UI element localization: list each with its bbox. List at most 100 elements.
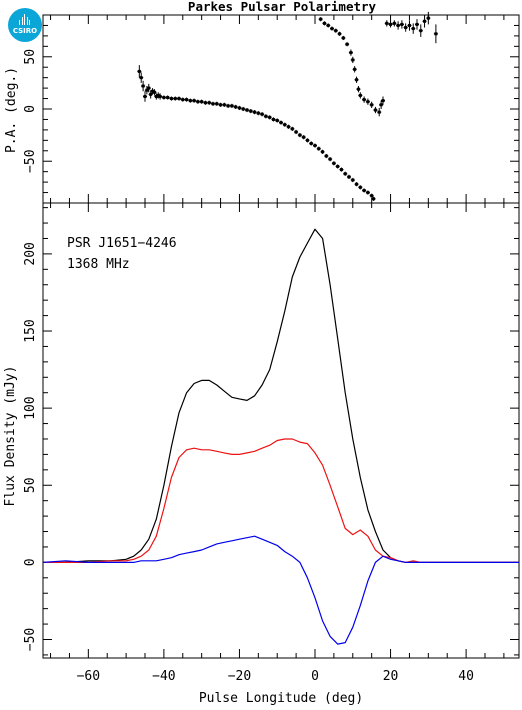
pa-point — [418, 24, 423, 37]
profile-y-axis: 200 150 100 50 0 −50 — [23, 207, 519, 656]
pa-point — [256, 111, 261, 116]
y-tick-label: 0 — [23, 105, 38, 113]
pa-point — [356, 86, 361, 93]
chart-title: Parkes Pulsar Polarimetry — [188, 0, 377, 14]
pa-point — [241, 106, 246, 112]
pa-point — [161, 95, 166, 100]
x-tick-label: 40 — [458, 669, 474, 684]
pa-point — [377, 107, 382, 117]
pa-point — [403, 23, 408, 32]
pa-point — [279, 120, 283, 125]
profile-x-axis: −60 −40 −20 0 20 40 — [50, 203, 505, 684]
pa-point — [180, 97, 185, 102]
pa-point — [309, 141, 314, 146]
pa-point — [337, 31, 342, 36]
pa-point — [214, 101, 219, 106]
pa-point — [177, 96, 181, 101]
pa-point — [339, 167, 344, 172]
pa-point — [399, 20, 404, 29]
pa-point — [348, 49, 353, 56]
pa-point — [318, 17, 323, 22]
pa-point — [275, 118, 280, 123]
y-tick-label: 50 — [23, 477, 38, 493]
pa-point — [211, 101, 215, 106]
circular-polarization-line — [42, 535, 519, 645]
pa-point — [188, 98, 193, 103]
y-tick-label: 0 — [23, 558, 38, 566]
pa-point — [341, 35, 346, 41]
pa-point — [358, 92, 363, 99]
pa-point — [365, 190, 370, 195]
pa-point — [226, 103, 231, 108]
pa-point — [271, 117, 276, 122]
pa-point — [433, 24, 438, 44]
pa-point — [335, 164, 340, 169]
pa-point — [426, 11, 431, 25]
pa-point — [137, 65, 142, 78]
pa-point — [331, 161, 336, 166]
linear-polarization-line — [43, 438, 519, 563]
pa-point — [358, 185, 363, 190]
pa-point — [146, 83, 151, 93]
pa-point — [411, 23, 416, 34]
pa-point — [245, 107, 249, 113]
pa-point — [371, 196, 376, 201]
pa-point — [326, 23, 331, 28]
pa-point — [252, 110, 257, 115]
pa-point — [222, 102, 227, 107]
pa-point — [333, 28, 338, 33]
y-tick-label: 200 — [23, 242, 38, 265]
profile-panel-frame — [42, 202, 520, 659]
pa-point — [379, 100, 384, 109]
y-tick-label: 100 — [23, 396, 38, 419]
pa-point — [354, 182, 359, 187]
pa-point — [369, 193, 374, 198]
pa-point — [199, 99, 204, 104]
pa-point — [352, 66, 357, 73]
pa-point — [388, 21, 393, 28]
pa-point — [324, 153, 329, 159]
pa-point — [229, 103, 234, 108]
pa-point — [365, 98, 370, 105]
pa-point — [422, 15, 427, 28]
x-tick-label: −60 — [77, 669, 100, 684]
pa-point — [152, 89, 157, 96]
pa-point — [169, 96, 174, 101]
y-tick-label: 150 — [23, 319, 38, 342]
pa-point — [282, 122, 287, 127]
pa-point — [286, 124, 291, 129]
pa-point — [203, 100, 208, 105]
x-tick-label: −40 — [152, 669, 175, 684]
pa-point — [343, 171, 348, 176]
pa-point — [362, 188, 367, 193]
pa-point — [165, 95, 170, 100]
pa-panel-frame — [42, 14, 520, 204]
pa-point — [143, 91, 147, 102]
logo-bars-icon — [19, 14, 31, 25]
pa-point — [207, 100, 212, 105]
pa-point — [248, 109, 253, 114]
pa-point — [141, 80, 146, 92]
pa-point — [381, 96, 385, 105]
x-tick-label: 20 — [383, 669, 399, 684]
pa-point — [237, 105, 242, 111]
pa-point — [322, 21, 327, 26]
pa-point — [195, 99, 200, 104]
x-tick-label: −20 — [228, 669, 251, 684]
pa-y-axis-label: P.A. (deg.) — [4, 67, 19, 153]
csiro-logo: CSIRO — [8, 8, 42, 42]
pa-point — [305, 138, 310, 143]
y-tick-label: −50 — [23, 149, 38, 172]
pa-point — [301, 135, 306, 140]
profile-series — [42, 228, 519, 645]
pa-point — [313, 143, 317, 148]
pa-point — [354, 76, 359, 83]
pa-point — [362, 96, 367, 103]
pa-point — [396, 21, 401, 30]
pa-point — [144, 86, 149, 95]
pa-point — [320, 149, 325, 154]
y-tick-label: 50 — [23, 49, 38, 65]
pa-points — [137, 11, 438, 201]
pa-point — [267, 115, 272, 120]
